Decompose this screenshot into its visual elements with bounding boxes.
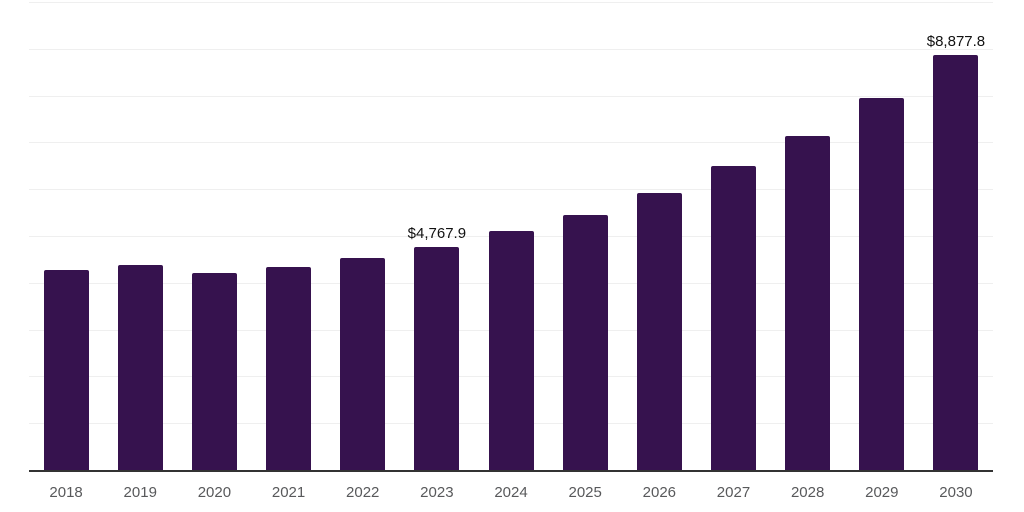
bar-2025	[562, 215, 608, 470]
x-tick-2021: 2021	[271, 484, 306, 501]
bar-slot-2023: $4,767.9	[400, 2, 474, 470]
plot-area: $4,767.9 $8,877.8	[29, 2, 993, 472]
bar-slot-2022	[326, 2, 400, 470]
bar-slot-2020	[177, 2, 251, 470]
x-tick-2020: 2020	[197, 484, 232, 501]
bar-2026	[636, 193, 682, 470]
x-tick-2019: 2019	[123, 484, 157, 501]
x-tick-2028: 2028	[790, 484, 825, 501]
bar-2030	[933, 54, 979, 470]
bar-slot-2028	[771, 2, 845, 470]
x-axis-labels: 2018 2019 2020 2021 2022 2023 2024 2025 2026 2027…	[29, 484, 993, 502]
x-tick-2029: 2029	[865, 484, 899, 501]
x-tick-2025: 2025	[568, 484, 602, 501]
x-tick-2026: 2026	[642, 484, 677, 501]
bar-2029	[859, 98, 905, 470]
bar-slot-2021	[251, 2, 325, 470]
bar-slot-2025	[548, 2, 622, 470]
x-tick-2023: 2023	[420, 484, 454, 501]
bar-2022	[340, 257, 386, 470]
bar-slot-2030: $8,877.8	[919, 2, 993, 470]
x-tick-2018: 2018	[49, 484, 83, 501]
bar-slot-2029	[845, 2, 919, 470]
bar-slot-2024	[474, 2, 548, 470]
bar-2018	[43, 269, 89, 470]
bar-slot-2018	[29, 2, 103, 470]
bar-2019	[117, 265, 163, 470]
bar-slot-2027	[696, 2, 770, 470]
bar-slot-2019	[103, 2, 177, 470]
x-tick-2024: 2024	[494, 484, 528, 501]
value-label-2030: $8,877.8	[926, 32, 986, 50]
bar-2021	[266, 267, 312, 470]
bar-2023	[414, 246, 460, 470]
value-label-2023: $4,767.9	[407, 224, 467, 242]
x-tick-2030: 2030	[939, 484, 973, 501]
x-tick-2027: 2027	[716, 484, 751, 501]
bar-slot-2026	[622, 2, 696, 470]
x-tick-2022: 2022	[346, 484, 380, 501]
bar-2027	[710, 166, 756, 470]
bar-2024	[488, 231, 534, 470]
bar-2028	[785, 136, 831, 470]
bar-2020	[191, 273, 237, 470]
